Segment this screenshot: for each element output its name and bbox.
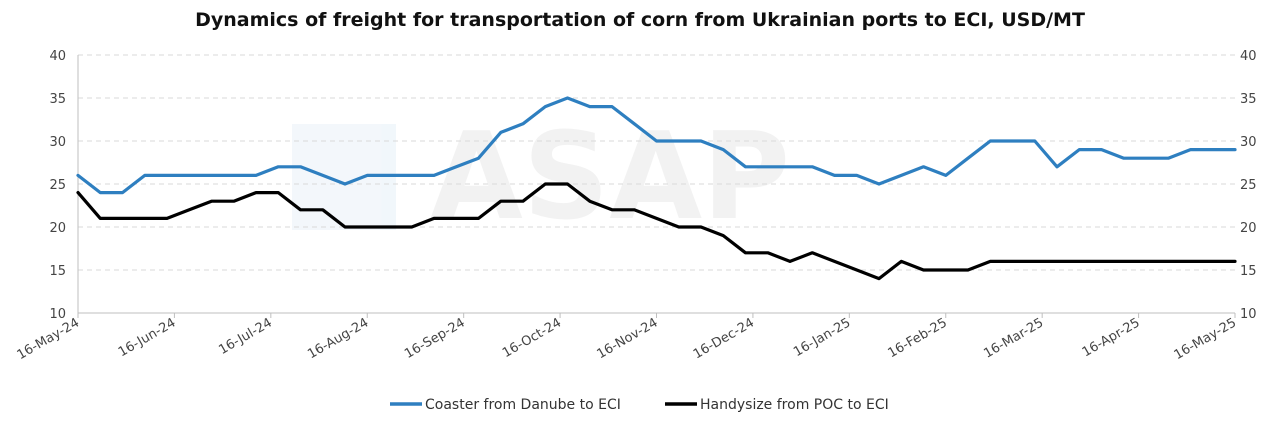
chart-title: Dynamics of freight for transportation o…	[195, 9, 1085, 31]
y-tick-label-left: 30	[49, 135, 66, 150]
x-tick-label: 16-May-24	[15, 315, 82, 363]
y-tick-label-right: 25	[1240, 178, 1257, 193]
x-tick-label: 16-Jul-24	[216, 315, 274, 357]
legend: Coaster from Danube to ECI Handysize from…	[390, 397, 889, 413]
x-tick-label: 16-Apr-25	[1080, 315, 1143, 360]
y-axis-right: 10 15 20 25 30 35 40	[1240, 49, 1257, 322]
y-tick-label-left: 40	[49, 49, 66, 64]
watermark-logo: ASAP	[292, 108, 790, 247]
y-tick-label-left: 20	[49, 221, 66, 236]
y-tick-label-right: 35	[1240, 92, 1257, 107]
x-tick-label: 16-Dec-24	[691, 315, 757, 362]
watermark-text: ASAP	[430, 108, 790, 247]
x-tick-label: 16-Jun-24	[116, 315, 179, 360]
x-tick-label: 16-Oct-24	[500, 315, 564, 361]
y-tick-label-left: 35	[49, 92, 66, 107]
x-tick-label: 16-Sep-24	[402, 315, 467, 361]
y-tick-label-right: 30	[1240, 135, 1257, 150]
legend-label-1: Coaster from Danube to ECI	[425, 397, 621, 413]
y-tick-label-left: 25	[49, 178, 66, 193]
x-tick-label: 16-Nov-24	[595, 315, 661, 362]
x-tick-label: 16-Jan-25	[791, 315, 853, 360]
x-tick-label: 16-May-25	[1172, 315, 1239, 363]
x-tick-label: 16-Mar-25	[981, 315, 1046, 361]
x-tick-label: 16-Feb-25	[886, 315, 950, 361]
series-line-1	[76, 96, 1237, 195]
series-line-2	[76, 182, 1237, 281]
series-group	[76, 96, 1237, 281]
y-tick-label-right: 10	[1240, 307, 1257, 322]
y-tick-label-right: 15	[1240, 264, 1257, 279]
y-tick-label-right: 40	[1240, 49, 1257, 64]
legend-label-2: Handysize from POC to ECI	[700, 397, 889, 413]
x-tick-label: 16-Aug-24	[305, 315, 371, 362]
y-tick-label-left: 15	[49, 264, 66, 279]
y-axis-left: 10 15 20 25 30 35 40	[49, 49, 66, 322]
y-tick-label-right: 20	[1240, 221, 1257, 236]
y-tick-label-left: 10	[49, 307, 66, 322]
